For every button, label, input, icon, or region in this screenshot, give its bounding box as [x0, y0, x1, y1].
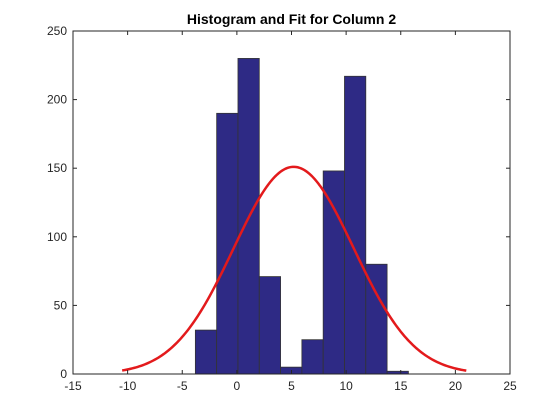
- y-tick-label: 0: [60, 367, 67, 381]
- x-tick-label: 25: [503, 379, 517, 393]
- x-axis-ticks: -15 -10 -5 0 5 10 15 20 25: [64, 31, 517, 393]
- y-tick-label: 250: [47, 24, 67, 38]
- y-axis-ticks: 0 50 100 150 200 250: [47, 24, 510, 381]
- x-tick-label: 0: [234, 379, 241, 393]
- fit-curve: [121, 165, 467, 372]
- histogram-bar: [194, 329, 218, 375]
- x-tick-label: 5: [288, 379, 295, 393]
- histogram-bar: [258, 276, 281, 375]
- x-tick-label: 15: [394, 379, 408, 393]
- histogram-bar: [344, 75, 367, 375]
- y-tick-label: 150: [47, 161, 67, 175]
- plot-area: [73, 31, 510, 374]
- y-tick-label: 100: [47, 230, 67, 244]
- x-tick-label: -15: [64, 379, 82, 393]
- x-tick-label: -10: [119, 379, 137, 393]
- y-tick-label: 200: [47, 93, 67, 107]
- y-tick-label: 50: [54, 298, 68, 312]
- histogram-bar: [301, 339, 324, 375]
- x-tick-label: -5: [177, 379, 188, 393]
- x-tick-label: 20: [449, 379, 463, 393]
- chart-title: Histogram and Fit for Column 2: [187, 11, 396, 27]
- histogram-bar: [322, 170, 345, 375]
- x-tick-label: 10: [339, 379, 353, 393]
